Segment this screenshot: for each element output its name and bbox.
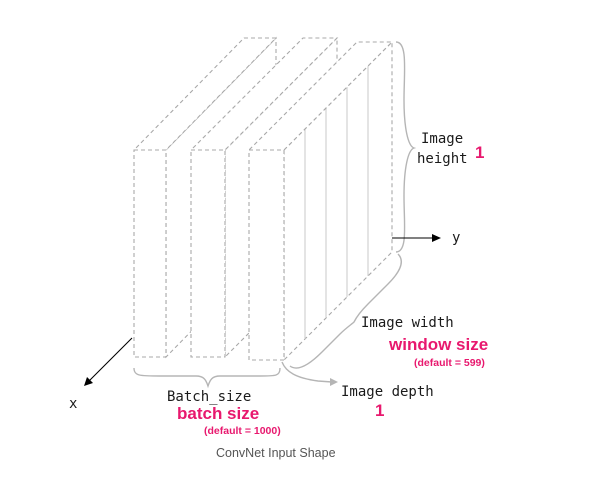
- x-axis-arrowhead: [84, 377, 93, 386]
- image-height-label-line1: Image: [421, 131, 463, 147]
- height-brace: [395, 41, 417, 253]
- depth-pointer: [281, 361, 333, 383]
- batch-size-highlight: batch size: [177, 404, 259, 423]
- y-axis-arrowhead: [432, 234, 441, 242]
- image-depth-label: Image depth: [341, 384, 434, 400]
- batch-size-label: Batch_size: [167, 389, 251, 405]
- y-axis: y: [392, 230, 460, 246]
- depth-pointer-head: [330, 378, 338, 386]
- image-depth-value: 1: [375, 401, 384, 420]
- width-brace: [289, 253, 402, 369]
- image-width-highlight: window size: [388, 335, 488, 354]
- x-axis: x: [69, 337, 133, 412]
- image-width-default-note: (default = 599): [414, 357, 485, 369]
- image-width-label: Image width: [361, 315, 454, 331]
- image-height-value: 1: [475, 143, 484, 162]
- slab-2-front-face: [190, 149, 226, 358]
- image-height-label-line2: height: [417, 151, 468, 167]
- batch-slab-3: [247, 40, 394, 362]
- x-axis-line: [88, 337, 133, 382]
- diagram-caption: ConvNet Input Shape: [216, 446, 336, 460]
- slab-1-front-face: [133, 149, 167, 358]
- slab-3-front-face: [248, 149, 285, 361]
- x-axis-label: x: [69, 396, 77, 412]
- batch-size-default-note: (default = 1000): [204, 425, 281, 437]
- batch-brace: [133, 367, 281, 389]
- y-axis-label: y: [452, 230, 460, 246]
